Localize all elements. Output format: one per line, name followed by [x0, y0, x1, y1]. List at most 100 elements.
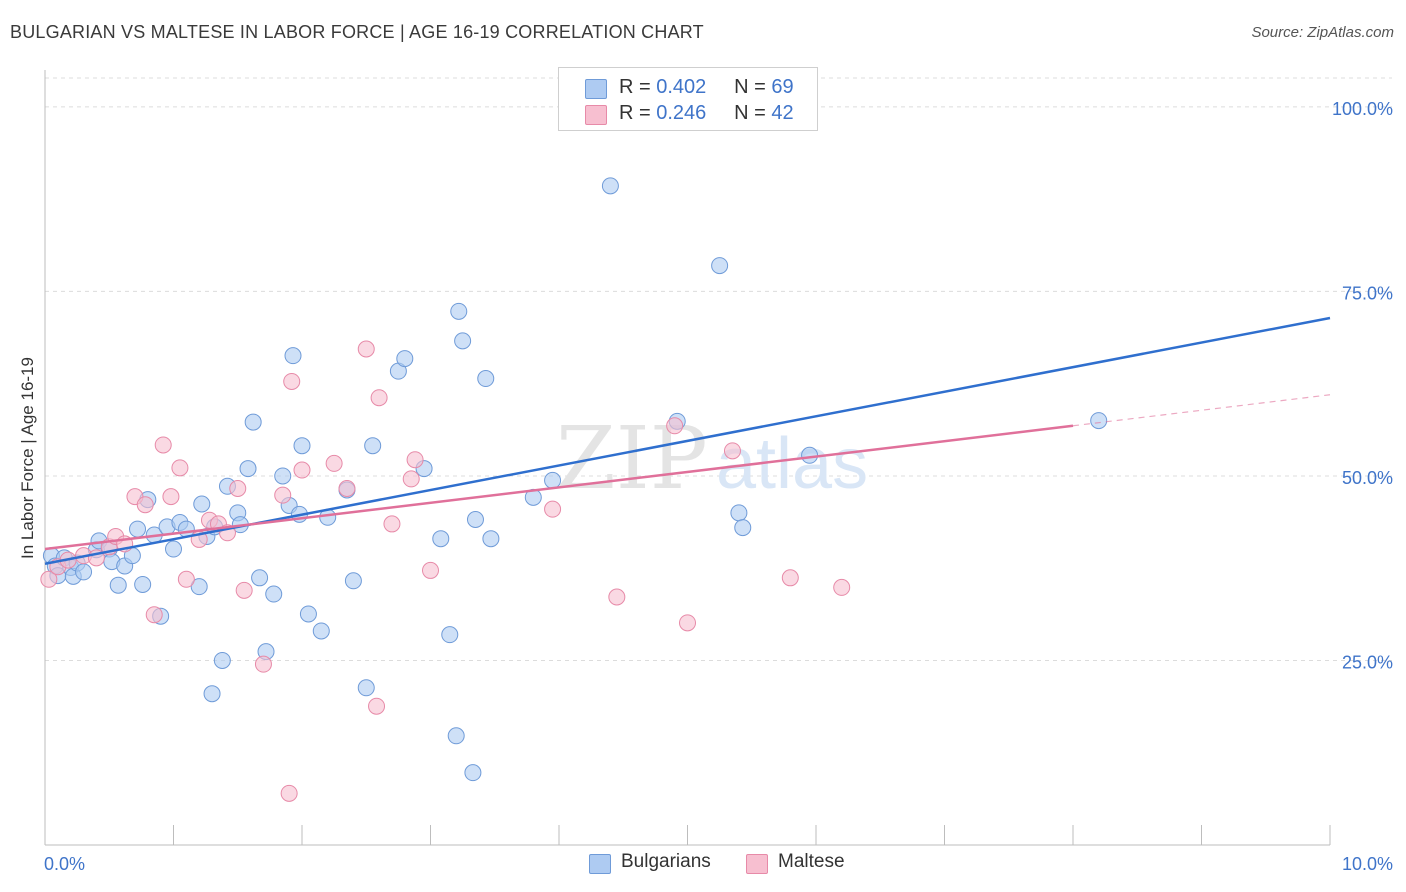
bulgarian-point — [165, 540, 182, 558]
bulgarian-point — [357, 679, 375, 697]
r-value: 0.246 — [656, 102, 707, 124]
y-tick-label: 100.0% — [1332, 99, 1393, 119]
bulgarian-point — [284, 347, 302, 365]
bulgarians-legend-swatch — [589, 854, 611, 874]
r-label: R = — [619, 102, 651, 124]
source-credit: Source: ZipAtlas.com — [1251, 24, 1394, 41]
maltese-point — [154, 436, 172, 454]
bulgarian-point — [396, 350, 414, 368]
maltese-point — [136, 496, 154, 514]
maltese-point — [406, 451, 424, 469]
bulgarian-point — [466, 511, 484, 528]
bulgarians-legend-label: Bulgarians — [621, 851, 711, 872]
maltese-point — [254, 655, 272, 673]
maltese-point — [833, 578, 851, 596]
x-tick-labels: 0.0% 10.0% — [44, 854, 1393, 874]
chart-title: BULGARIAN VS MALTESE IN LABOR FORCE | AG… — [10, 22, 704, 42]
bulgarian-point — [251, 569, 269, 587]
grid-lines — [45, 77, 1392, 661]
maltese-point — [370, 389, 388, 407]
bulgarian-point — [193, 495, 211, 513]
bulgarian-point — [312, 622, 330, 640]
maltese-trend-extension — [1072, 394, 1331, 427]
y-tick-label: 75.0% — [1342, 283, 1393, 303]
maltese-point — [608, 588, 626, 606]
maltese-point — [293, 461, 311, 479]
bulgarian-point — [454, 332, 472, 350]
n-label: N = — [734, 102, 766, 124]
correlation-legend: R = 0.402 N = 69 R = 0.246 N = 42 — [558, 67, 818, 131]
maltese-point — [357, 340, 375, 358]
bulgarian-point — [711, 257, 729, 275]
maltese-point — [229, 480, 247, 497]
r-value: 0.402 — [656, 76, 707, 98]
maltese-point — [338, 480, 356, 497]
trend-lines — [44, 316, 1331, 566]
maltese-point — [368, 697, 386, 715]
maltese-point — [280, 784, 298, 802]
maltese-point — [781, 569, 799, 587]
bulgarian-point — [129, 520, 147, 538]
bulgarian-point — [274, 467, 292, 485]
maltese-point — [723, 442, 741, 460]
bulgarian-point — [364, 437, 382, 455]
bulgarian-point — [75, 563, 93, 581]
maltese-point — [274, 486, 292, 504]
maltese-point — [235, 581, 253, 599]
bulgarian-point — [109, 576, 127, 594]
maltese-points — [40, 340, 851, 802]
maltese-point — [422, 561, 439, 579]
x-tick-label: 0.0% — [44, 854, 85, 874]
maltese-point — [402, 470, 420, 488]
bulgarian-point — [203, 685, 221, 703]
bulgarian-point — [299, 605, 317, 623]
bulgarians-swatch — [585, 79, 607, 99]
bulgarian-point — [544, 471, 562, 489]
bulgarian-point — [134, 575, 152, 593]
watermark-atlas: atlas — [716, 424, 868, 504]
bulgarian-point — [1090, 412, 1108, 430]
maltese-point — [283, 372, 301, 390]
maltese-point — [145, 606, 163, 624]
maltese-point — [325, 454, 343, 472]
bulgarian-point — [801, 446, 819, 464]
bulgarian-point — [450, 302, 468, 320]
bulgarian-point — [344, 572, 362, 590]
maltese-legend-label: Maltese — [778, 851, 845, 872]
bulgarian-point — [601, 177, 619, 195]
maltese-point — [171, 459, 189, 477]
bulgarian-point — [244, 413, 262, 431]
y-tick-label: 50.0% — [1342, 468, 1393, 488]
bulgarian-point — [432, 530, 450, 548]
bulgarian-point — [447, 727, 465, 745]
y-axis-label: In Labor Force | Age 16-19 — [18, 357, 37, 559]
r-label: R = — [619, 76, 651, 98]
bulgarian-point — [441, 626, 459, 644]
bulgarian-point — [239, 460, 257, 478]
bulgarian-point — [734, 519, 752, 537]
maltese-point — [679, 614, 696, 632]
maltese-point — [40, 570, 58, 588]
bulgarian-point — [190, 578, 208, 596]
maltese-legend-swatch — [746, 854, 768, 874]
maltese-point — [666, 417, 684, 435]
bulgarian-point — [464, 764, 482, 782]
bulgarian-point — [213, 651, 231, 669]
maltese-point — [544, 500, 562, 518]
maltese-point — [177, 570, 195, 588]
axes — [44, 70, 1331, 846]
n-value: 69 — [771, 76, 794, 98]
maltese-point — [383, 515, 401, 533]
bulgarian-point — [265, 585, 283, 603]
bulgarian-point — [477, 370, 495, 388]
n-value: 42 — [771, 102, 794, 124]
bulgarian-point — [293, 437, 311, 455]
n-label: N = — [734, 76, 766, 98]
maltese-point — [162, 488, 180, 506]
maltese-trend-line — [44, 424, 1074, 551]
x-tick-label: 10.0% — [1342, 854, 1393, 874]
bulgarian-point — [730, 504, 748, 522]
y-tick-labels: 25.0% 50.0% 75.0% 100.0% — [1332, 99, 1393, 673]
maltese-swatch — [585, 105, 607, 125]
